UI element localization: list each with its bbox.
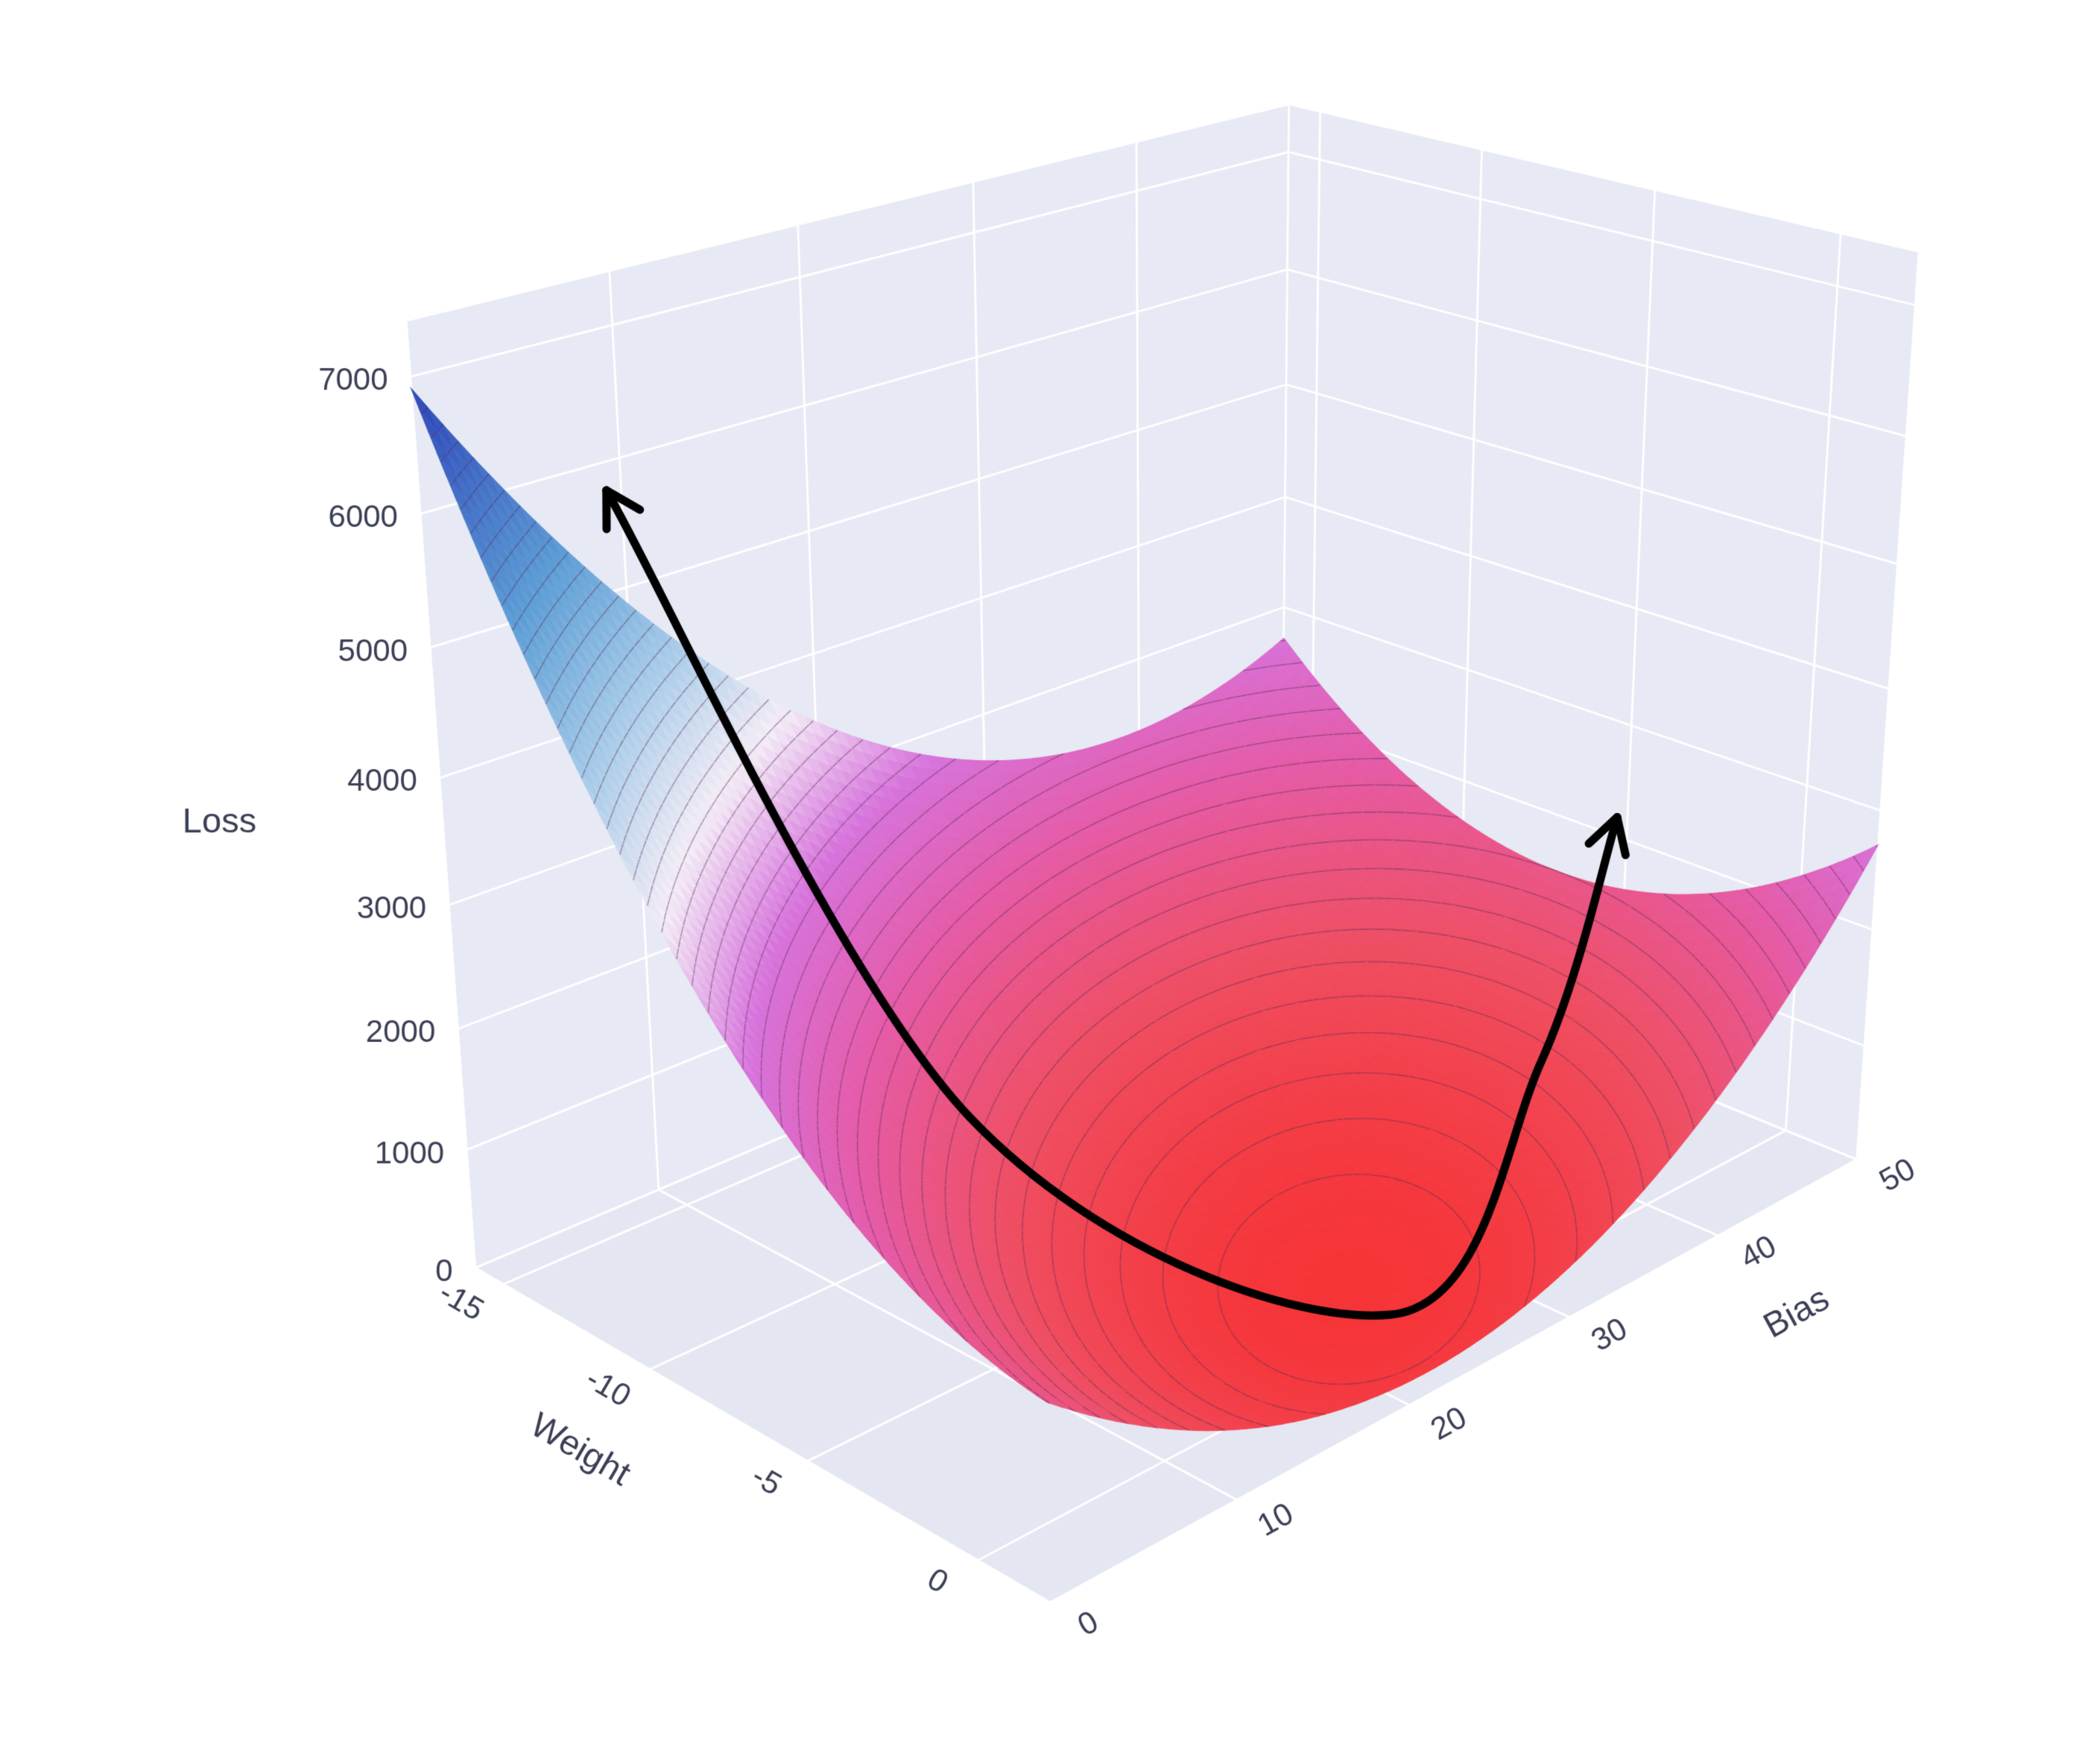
loss-surface-canvas[interactable] (0, 0, 2097, 1764)
loss-surface-figure (0, 0, 2097, 1764)
